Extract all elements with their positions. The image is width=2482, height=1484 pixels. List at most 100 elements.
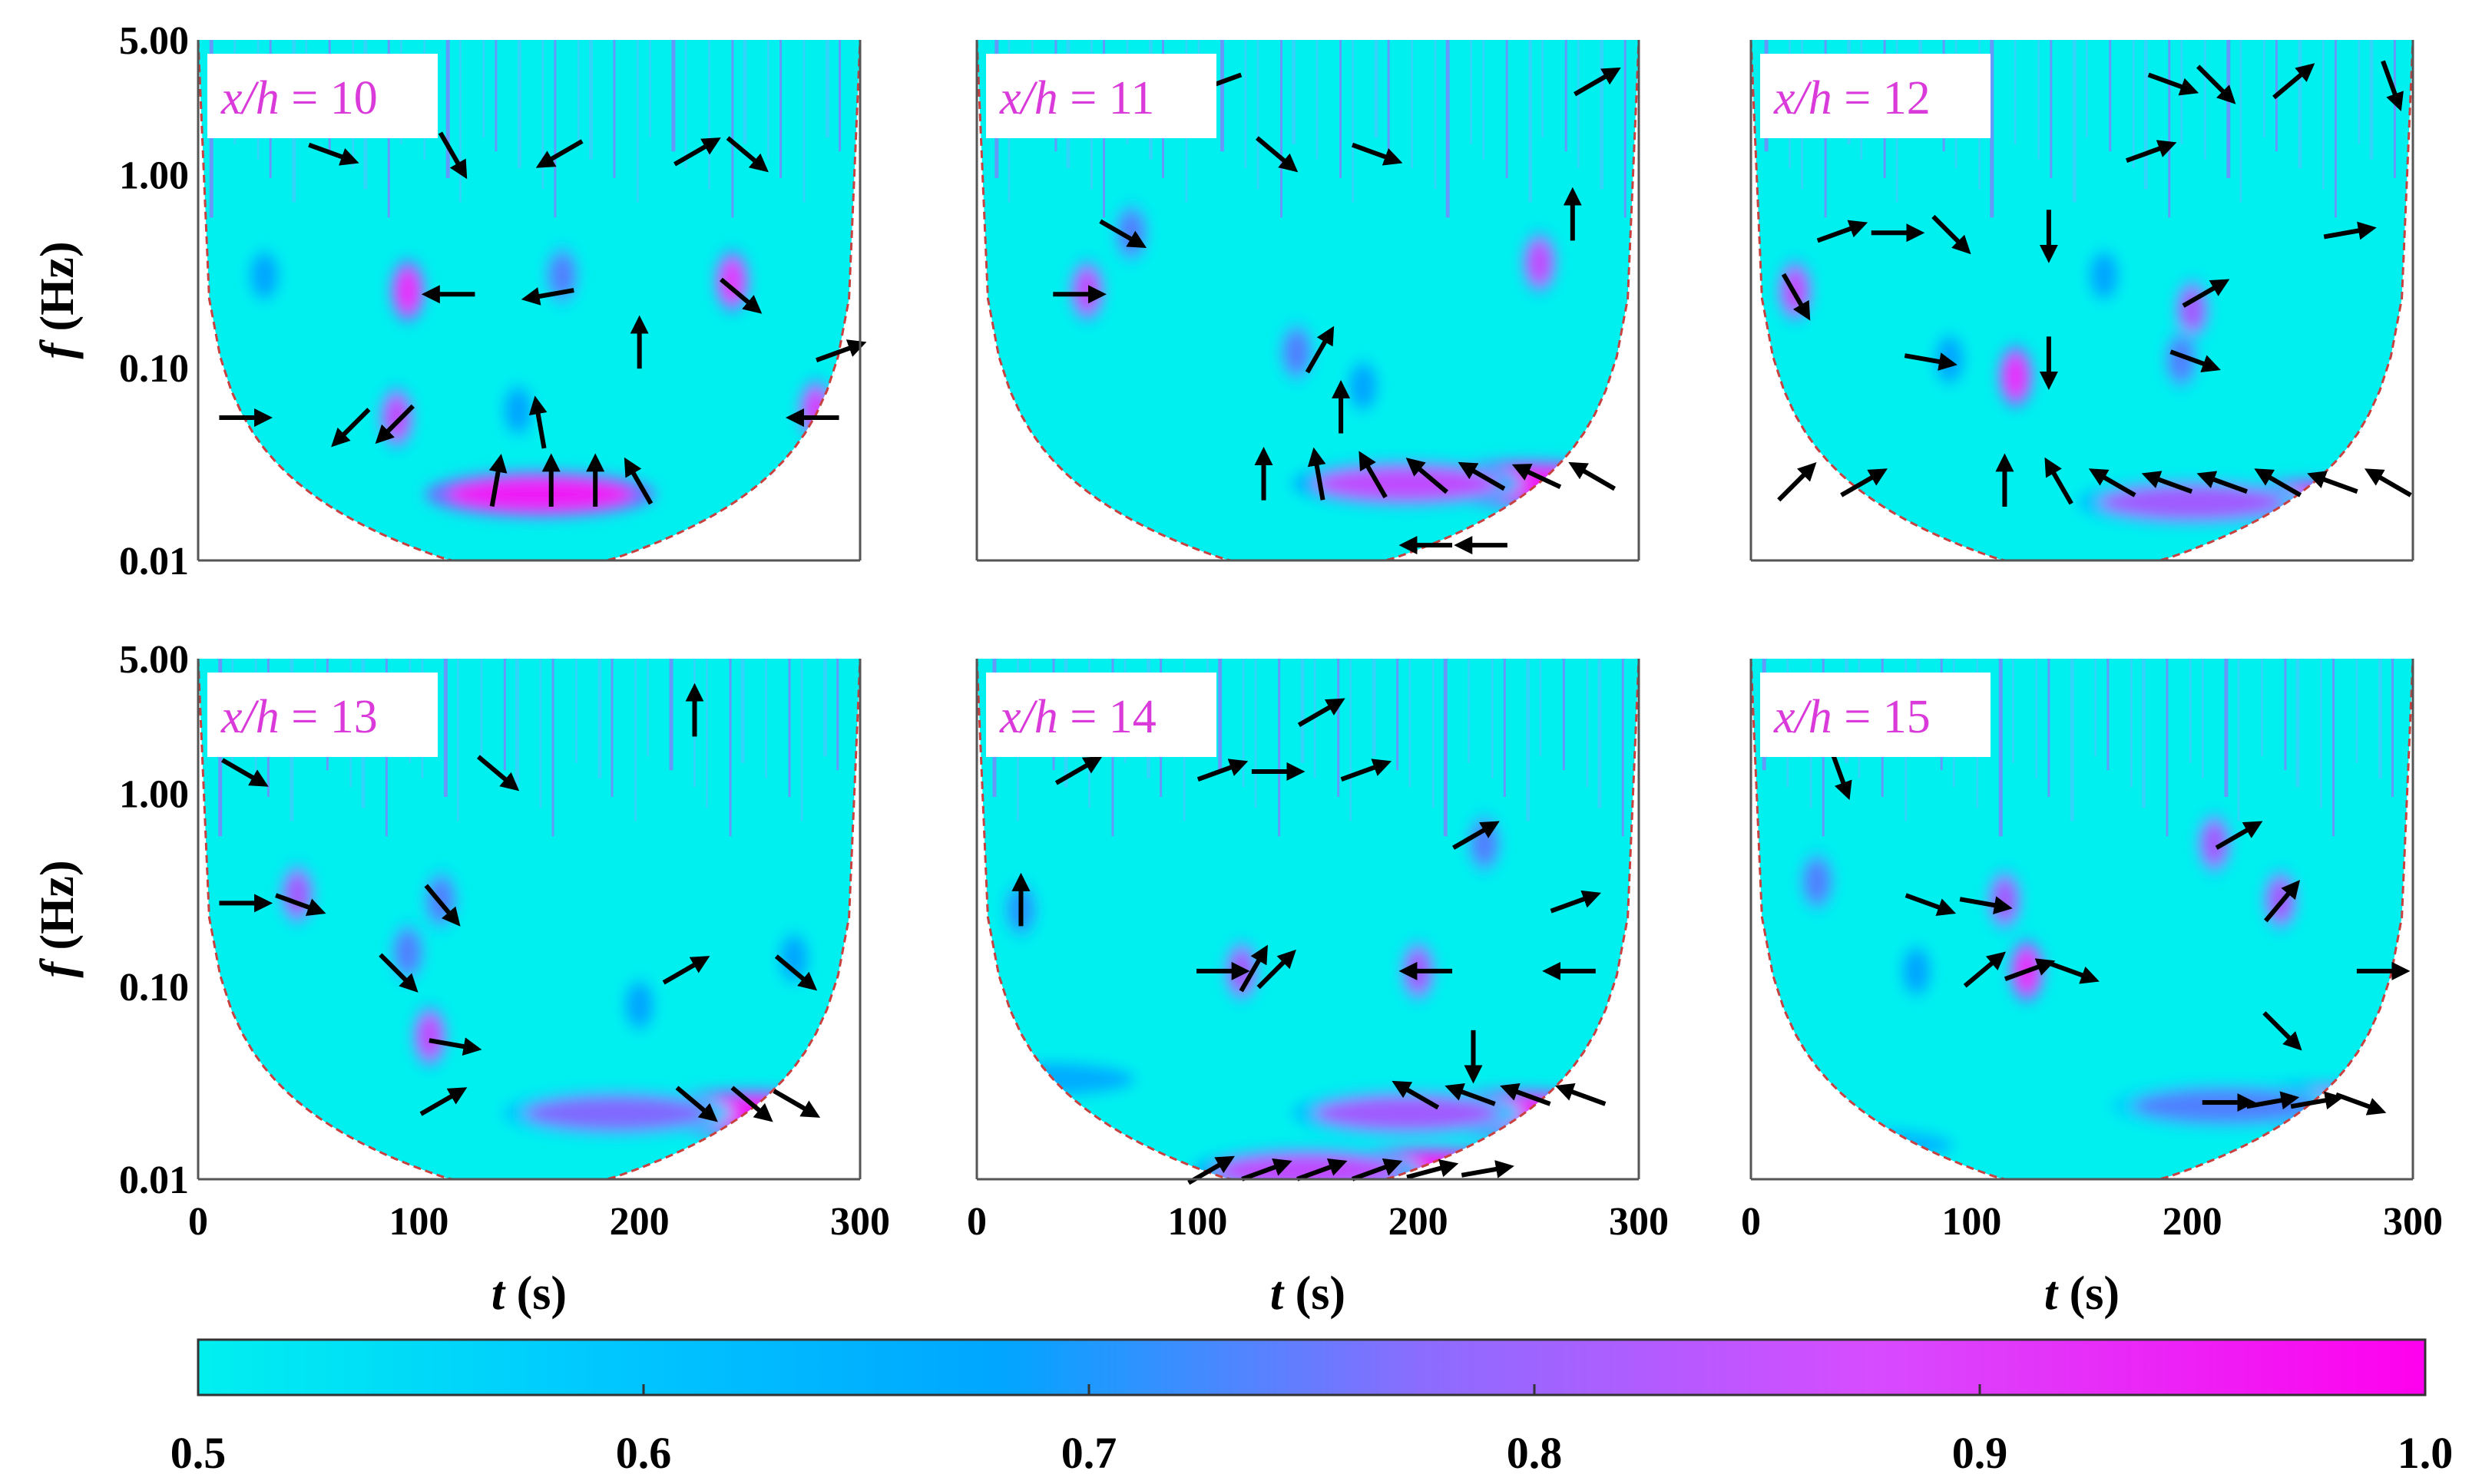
phase-arrow — [1816, 220, 1868, 243]
x-tick-label: 0 — [967, 1200, 987, 1244]
panel-label-variable: x/h — [1773, 72, 1832, 124]
colorbar-tick-label: 0.5 — [170, 1428, 227, 1478]
phase-arrow — [1574, 67, 1621, 97]
phase-arrow — [673, 137, 721, 167]
phase-arrow — [2125, 140, 2177, 164]
panel-label: x/h = 14 — [986, 673, 1216, 757]
phase-arrow — [2141, 471, 2193, 494]
x-tick-label: 0 — [188, 1200, 208, 1244]
phase-arrow — [2272, 63, 2315, 100]
phase-arrows — [219, 683, 821, 1122]
phase-arrow — [1568, 461, 1617, 491]
x-axis-title-unit: (s) — [1283, 1268, 1345, 1320]
phase-arrow — [773, 1089, 821, 1118]
coherence-region-core — [393, 929, 422, 976]
panel-label-box — [986, 54, 1216, 138]
coherence-region-core — [2133, 1089, 2318, 1123]
x-axis-title-symbol: t — [1270, 1268, 1285, 1320]
panel-label-value: = 12 — [1832, 72, 1931, 124]
phase-arrow — [1550, 890, 1602, 914]
y-axis-title-unit: (Hz) — [31, 860, 84, 962]
coherence-region-core — [283, 871, 312, 917]
phase-arrow — [1340, 759, 1392, 782]
phase-arrows — [219, 131, 867, 507]
phase-arrow — [488, 454, 508, 507]
phase-arrow — [624, 457, 654, 505]
phase-arrow — [2147, 72, 2199, 96]
x-axis-title-unit: (s) — [2057, 1268, 2120, 1320]
cone-of-influence — [198, 40, 860, 560]
panel-label-value: = 14 — [1058, 691, 1157, 743]
x-tick-label: 200 — [610, 1200, 670, 1244]
phase-arrow — [726, 136, 769, 173]
coherence-region-core — [448, 477, 633, 511]
coherence-region-core — [415, 1013, 444, 1060]
x-tick-label: 200 — [1388, 1200, 1448, 1244]
y-tick-label: 5.00 — [119, 638, 189, 682]
coherence-region-core — [525, 1096, 710, 1130]
phase-arrow — [1054, 756, 1103, 785]
coherence-region-core — [779, 935, 808, 982]
panel-label-value: = 11 — [1058, 72, 1155, 124]
y-tick-label: 0.10 — [119, 347, 189, 391]
y-tick-label: 0.01 — [119, 540, 189, 583]
phase-arrow — [1305, 326, 1335, 374]
phase-arrow — [1307, 447, 1326, 501]
phase-arrows — [1053, 67, 1621, 555]
panel-label-variable: x/h — [220, 691, 280, 743]
panel-label-text: x/h = 15 — [1773, 691, 1931, 743]
phase-arrow — [275, 893, 326, 917]
phase-arrow — [816, 339, 867, 362]
coherence-region-core — [2200, 820, 2229, 867]
colorbar-tick-label: 0.8 — [1507, 1428, 1563, 1478]
phase-arrow — [1511, 464, 1562, 490]
phase-arrow — [2262, 1011, 2302, 1051]
phase-arrow — [1099, 219, 1147, 249]
axis-titles: f (Hz)f (Hz)t (s) t (s) t (s) — [31, 241, 2120, 1320]
coherence-panel: x/h = 11 — [975, 39, 1640, 562]
phase-arrow — [2323, 221, 2377, 240]
coherence-region-core — [250, 252, 279, 299]
phase-arrow — [2088, 468, 2136, 497]
phase-arrow — [2264, 880, 2301, 923]
phase-arrow — [1297, 698, 1345, 727]
panel-label-box — [1760, 54, 1991, 138]
panel-label-text: x/h = 12 — [1773, 72, 1931, 124]
x-tick-label: 300 — [1609, 1200, 1669, 1244]
phase-arrow — [528, 395, 548, 449]
coherence-region-core — [1349, 363, 1377, 410]
panel-label-variable: x/h — [220, 72, 280, 124]
y-tick-label: 0.10 — [119, 966, 189, 1010]
y-tick-label: 0.01 — [119, 1158, 189, 1202]
phase-arrow — [1781, 273, 1811, 321]
phase-arrow — [1828, 749, 1852, 801]
phase-arrow — [1445, 1083, 1496, 1106]
colorbar-tick-label: 0.6 — [616, 1428, 672, 1478]
x-tick-label: 200 — [2163, 1200, 2222, 1244]
x-tick-label: 300 — [830, 1200, 890, 1244]
phase-arrow — [2246, 1091, 2300, 1110]
coherence-region-core — [1525, 240, 1554, 286]
phase-arrow — [1452, 821, 1500, 850]
coherence-region-core — [2167, 336, 2196, 383]
phase-arrow — [675, 1086, 718, 1122]
phase-arrow — [1255, 136, 1299, 173]
phase-arrow — [1392, 1080, 1440, 1110]
phase-arrow — [1405, 458, 1448, 494]
phase-arrow — [1358, 451, 1388, 499]
phase-arrow — [1296, 1158, 1348, 1182]
panel-label-box — [207, 673, 438, 757]
phase-arrow — [662, 956, 710, 985]
phase-arrows — [1777, 60, 2412, 507]
phase-arrow — [2215, 821, 2263, 850]
phase-arrow — [1840, 468, 1888, 497]
coherence-region-core — [1902, 947, 1931, 994]
phase-arrow — [1196, 759, 1249, 782]
phase-arrow — [1500, 1083, 1551, 1106]
phase-arrow — [2004, 958, 2056, 981]
x-tick-label: 300 — [2383, 1200, 2443, 1244]
y-tick-label: 1.00 — [119, 154, 189, 198]
phase-arrow — [2335, 1092, 2387, 1115]
phase-arrow — [2048, 960, 2100, 984]
coherence-region-core — [2001, 353, 2030, 400]
